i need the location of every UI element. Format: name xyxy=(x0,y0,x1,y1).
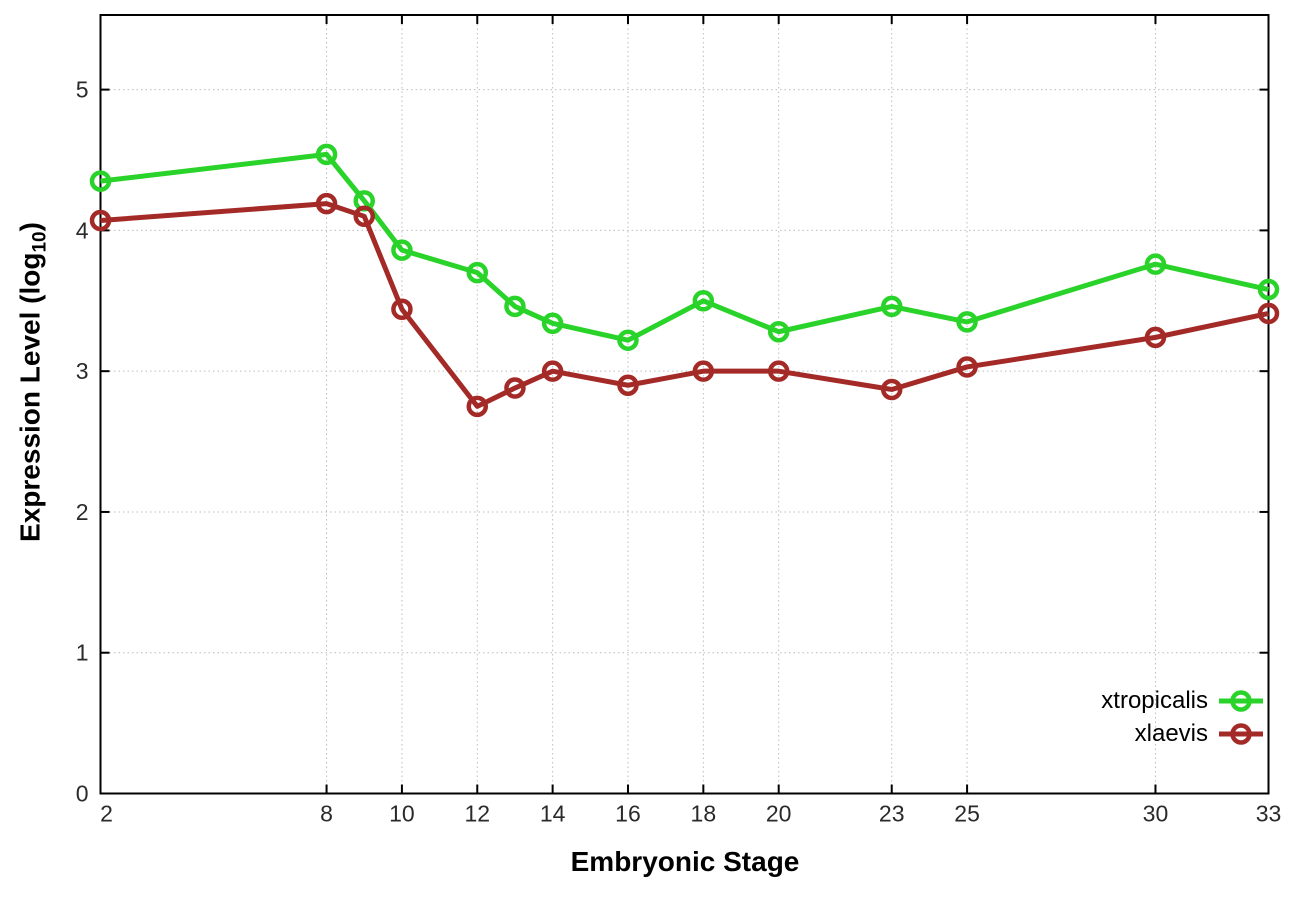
data-point-xlaevis xyxy=(1144,326,1167,349)
data-point-xtropicalis xyxy=(692,290,715,312)
x-tick-label: 10 xyxy=(389,801,415,827)
y-tick-label: 1 xyxy=(76,640,89,666)
data-point-xtropicalis xyxy=(315,143,338,166)
data-point-xlaevis xyxy=(1257,302,1280,325)
legend-label: xtropicalis xyxy=(1101,687,1208,714)
legend-label: xlaevis xyxy=(1134,720,1208,747)
plot-border xyxy=(99,14,1270,795)
y-tick-label: 4 xyxy=(76,217,89,243)
data-point-xtropicalis xyxy=(767,320,790,343)
data-point-xtropicalis xyxy=(880,295,903,318)
legend-item-xtropicalis: xtropicalis xyxy=(1101,687,1264,714)
data-point-xlaevis xyxy=(767,360,790,382)
data-point-xlaevis xyxy=(353,205,375,228)
series-line-xtropicalis xyxy=(100,151,1270,343)
data-point-xlaevis xyxy=(391,298,413,320)
x-tick-label: 16 xyxy=(615,801,641,827)
x-tick-label: 30 xyxy=(1143,801,1169,827)
data-point-xtropicalis xyxy=(466,261,489,284)
x-tick-label: 18 xyxy=(691,801,717,827)
x-tick-label: 20 xyxy=(766,801,792,827)
y-axis-title-text: Expression Level (log xyxy=(14,252,46,542)
x-tick-label: 25 xyxy=(954,801,980,827)
data-point-xtropicalis xyxy=(1144,253,1167,275)
x-tick-label: 12 xyxy=(464,801,490,827)
data-point-xlaevis xyxy=(89,209,112,232)
y-tick-label: 2 xyxy=(76,499,89,525)
data-point-xtropicalis xyxy=(541,312,564,335)
data-point-xlaevis xyxy=(466,395,489,418)
line-circle-marker-icon xyxy=(1219,723,1263,745)
x-tick-label: 14 xyxy=(540,801,566,827)
data-point-xlaevis xyxy=(956,356,978,378)
data-point-xtropicalis xyxy=(504,295,526,318)
y-axis-title: Expression Level (log10) xyxy=(15,222,52,542)
y-tick-label: 3 xyxy=(76,358,89,384)
data-point-xlaevis xyxy=(692,360,715,382)
y-tick-label: 0 xyxy=(76,781,89,807)
data-point-xlaevis xyxy=(504,377,526,399)
legend: xtropicalis xlaevis xyxy=(1101,687,1264,747)
data-point-xlaevis xyxy=(315,192,338,215)
data-point-xtropicalis xyxy=(617,329,639,351)
y-tick-label: 5 xyxy=(76,77,89,103)
data-point-xtropicalis xyxy=(956,311,978,333)
line-circle-marker-icon xyxy=(1219,690,1263,712)
legend-item-xlaevis: xlaevis xyxy=(1101,720,1264,747)
x-tick-label: 8 xyxy=(320,801,333,827)
data-point-xtropicalis xyxy=(89,170,112,192)
x-tick-label: 23 xyxy=(879,801,905,827)
data-point-xtropicalis xyxy=(391,239,413,261)
data-point-xlaevis xyxy=(617,374,639,396)
x-tick-label: 2 xyxy=(100,801,113,827)
data-point-xlaevis xyxy=(880,378,903,401)
y-axis-title-close: ) xyxy=(14,222,46,232)
data-point-xlaevis xyxy=(541,360,564,382)
data-point-xtropicalis xyxy=(1257,278,1280,301)
x-axis-title: Embryonic Stage xyxy=(570,846,800,877)
y-axis-title-subscript: 10 xyxy=(29,231,51,253)
series-line-xlaevis xyxy=(100,201,1270,409)
x-tick-label: 33 xyxy=(1256,801,1282,827)
